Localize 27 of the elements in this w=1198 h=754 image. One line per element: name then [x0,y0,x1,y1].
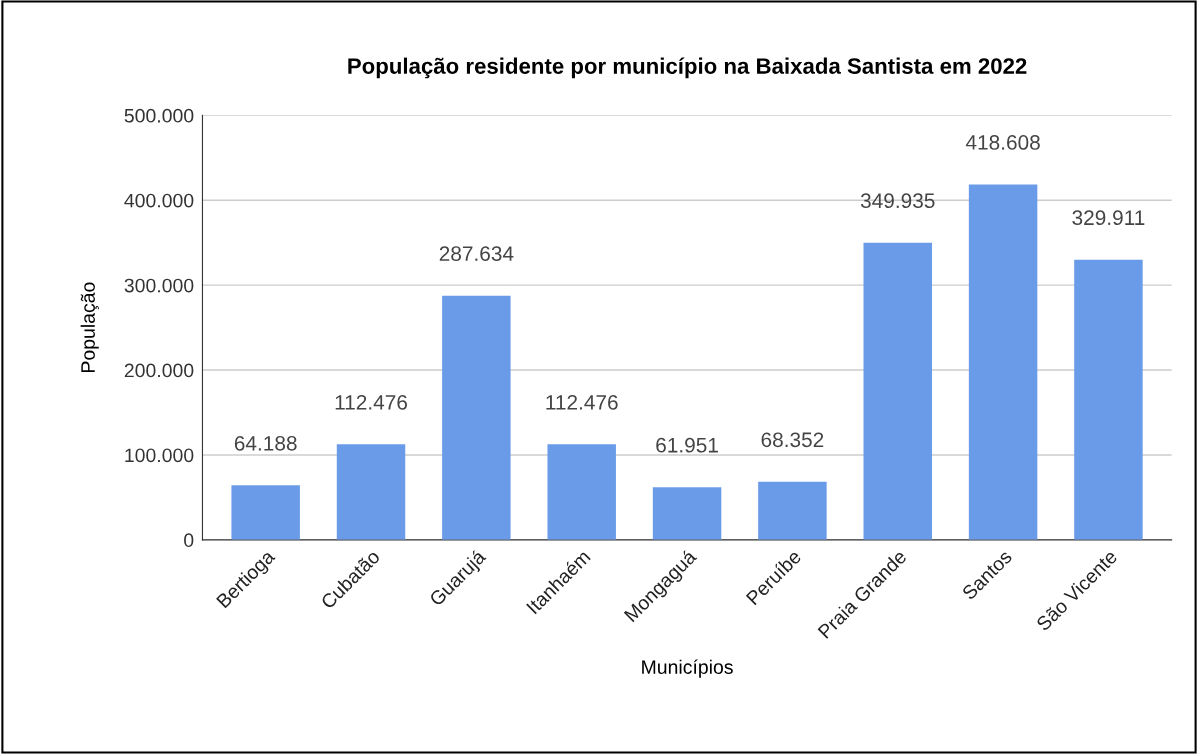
data-label: 349.935 [860,193,935,209]
chart-title: População residente por município na Baixada Santista em 2022 [348,57,1027,79]
bar [231,485,300,540]
data-label: 112.476 [546,394,618,410]
data-label: 68.352 [761,432,824,448]
bar [442,295,511,540]
bar [863,242,932,540]
bar [652,487,722,540]
y-tick-label: 0 [184,533,194,548]
y-tick-label: 300.000 [124,278,194,293]
y-axis-title: População [80,282,99,372]
bar [968,184,1038,540]
y-tick-label: 400.000 [124,193,194,208]
bar [758,481,827,540]
x-axis-title: Municípios [642,659,733,678]
data-label: 61.951 [656,437,718,453]
data-label: 329.911 [1072,210,1145,226]
y-tick-label: 100.000 [125,448,194,463]
bar [1074,259,1143,540]
data-label: 287.634 [439,246,514,261]
y-tick-label: 500.000 [124,108,194,123]
bar [547,444,616,540]
bar [336,444,406,540]
data-label: 418.608 [965,135,1040,150]
y-tick-label: 200.000 [124,363,194,378]
data-label: 112.476 [335,394,407,410]
data-label: 64.188 [234,435,297,451]
